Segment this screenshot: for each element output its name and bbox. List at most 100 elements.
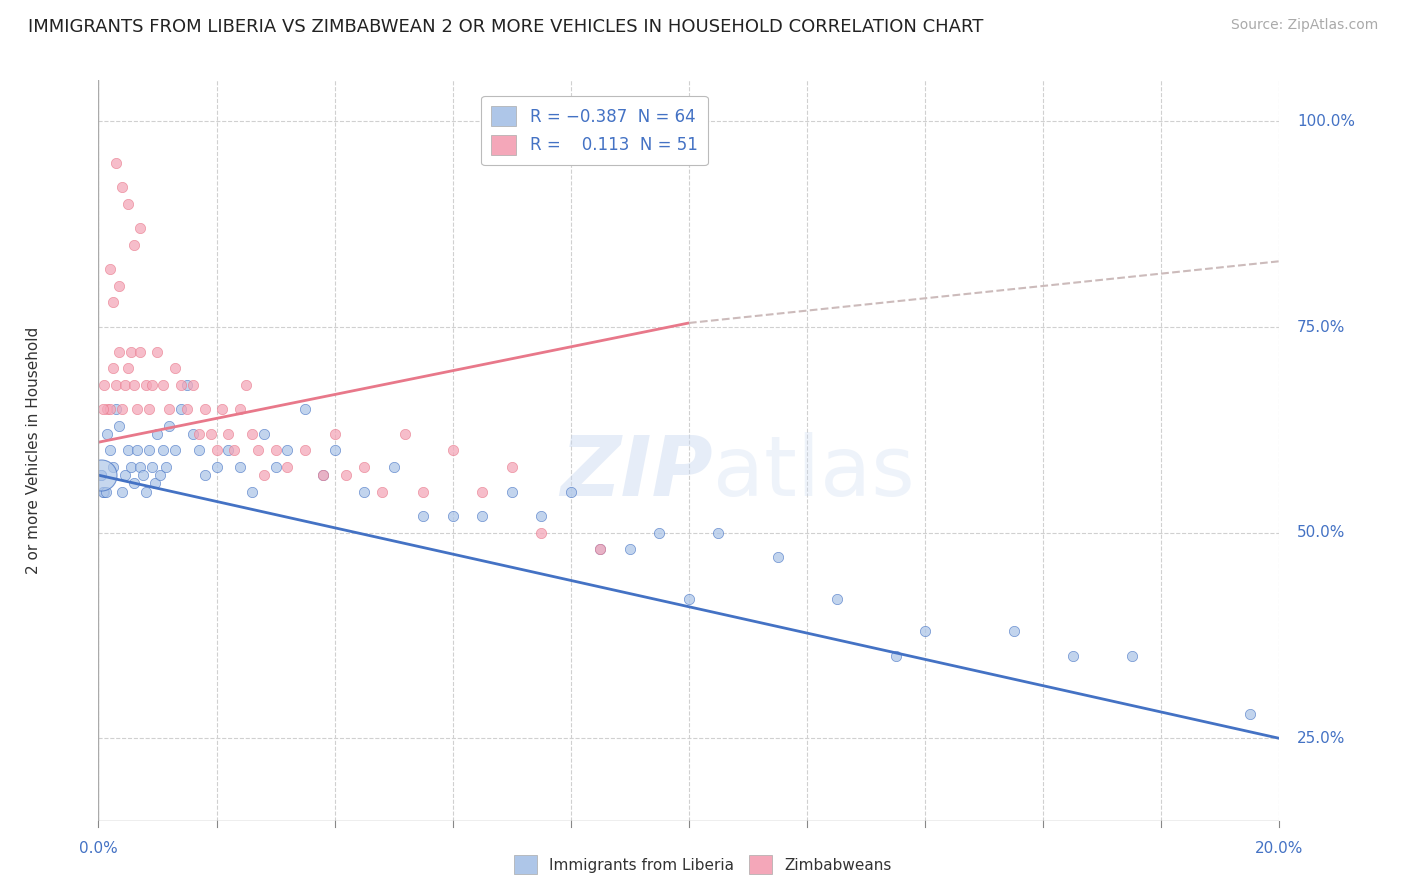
Point bbox=[229, 402, 252, 417]
Point bbox=[323, 443, 346, 458]
Legend: R = −0.387  N = 64, R =    0.113  N = 51: R = −0.387 N = 64, R = 0.113 N = 51 bbox=[481, 96, 707, 165]
Point bbox=[91, 402, 114, 417]
Point bbox=[108, 418, 131, 433]
Point bbox=[294, 443, 316, 458]
Point bbox=[276, 459, 298, 474]
Point bbox=[240, 484, 263, 499]
Text: 20.0%: 20.0% bbox=[1256, 841, 1303, 856]
Point bbox=[246, 443, 269, 458]
Point bbox=[114, 468, 136, 483]
Point bbox=[152, 377, 174, 392]
Point bbox=[264, 459, 287, 474]
Point bbox=[589, 542, 612, 557]
Point bbox=[143, 476, 166, 491]
Text: 75.0%: 75.0% bbox=[1298, 319, 1346, 334]
Point bbox=[181, 427, 204, 442]
Point bbox=[93, 484, 115, 499]
Point bbox=[1121, 649, 1143, 664]
Text: 25.0%: 25.0% bbox=[1298, 731, 1346, 746]
Point bbox=[229, 459, 252, 474]
Point bbox=[648, 525, 671, 540]
Point bbox=[1062, 649, 1084, 664]
Point bbox=[194, 402, 217, 417]
Point bbox=[122, 237, 145, 252]
Point bbox=[312, 468, 335, 483]
Point bbox=[98, 262, 121, 277]
Point bbox=[98, 443, 121, 458]
Point bbox=[200, 427, 222, 442]
Point bbox=[135, 377, 157, 392]
Point bbox=[217, 427, 239, 442]
Point bbox=[412, 509, 434, 524]
Point bbox=[117, 196, 139, 211]
Point bbox=[122, 377, 145, 392]
Point bbox=[125, 402, 148, 417]
Point bbox=[138, 402, 160, 417]
Point bbox=[141, 459, 163, 474]
Point bbox=[530, 509, 553, 524]
Point bbox=[122, 476, 145, 491]
Point bbox=[157, 402, 180, 417]
Point bbox=[111, 180, 134, 194]
Point bbox=[103, 295, 125, 310]
Point bbox=[382, 459, 405, 474]
Point bbox=[707, 525, 730, 540]
Point bbox=[93, 377, 115, 392]
Point bbox=[678, 591, 700, 606]
Point bbox=[138, 443, 160, 458]
Point bbox=[371, 484, 394, 499]
Point bbox=[96, 427, 118, 442]
Point bbox=[530, 525, 553, 540]
Point bbox=[103, 459, 125, 474]
Text: 0.0%: 0.0% bbox=[79, 841, 118, 856]
Point bbox=[176, 377, 198, 392]
Point bbox=[105, 377, 128, 392]
Point bbox=[825, 591, 848, 606]
Point bbox=[90, 468, 112, 483]
Point bbox=[98, 402, 121, 417]
Point bbox=[501, 459, 523, 474]
Point bbox=[1239, 706, 1261, 721]
Point bbox=[353, 484, 375, 499]
Point bbox=[187, 427, 209, 442]
Point bbox=[353, 459, 375, 474]
Point bbox=[128, 459, 150, 474]
Text: 50.0%: 50.0% bbox=[1298, 525, 1346, 541]
Point bbox=[155, 459, 177, 474]
Text: 100.0%: 100.0% bbox=[1298, 114, 1355, 129]
Point bbox=[132, 468, 155, 483]
Point bbox=[224, 443, 246, 458]
Point bbox=[165, 361, 187, 376]
Point bbox=[412, 484, 434, 499]
Point bbox=[103, 361, 125, 376]
Point bbox=[441, 509, 464, 524]
Point bbox=[117, 361, 139, 376]
Point bbox=[501, 484, 523, 499]
Point bbox=[108, 279, 131, 293]
Point bbox=[181, 377, 204, 392]
Point bbox=[240, 427, 263, 442]
Point bbox=[170, 402, 193, 417]
Point bbox=[187, 443, 209, 458]
Point bbox=[205, 459, 228, 474]
Point bbox=[128, 344, 150, 359]
Text: Source: ZipAtlas.com: Source: ZipAtlas.com bbox=[1230, 18, 1378, 32]
Point bbox=[128, 221, 150, 235]
Point bbox=[312, 468, 335, 483]
Point bbox=[90, 468, 112, 483]
Point bbox=[560, 484, 582, 499]
Legend: Immigrants from Liberia, Zimbabweans: Immigrants from Liberia, Zimbabweans bbox=[508, 849, 898, 880]
Point bbox=[253, 468, 276, 483]
Text: atlas: atlas bbox=[713, 432, 914, 513]
Point bbox=[114, 377, 136, 392]
Text: ZIP: ZIP bbox=[560, 432, 713, 513]
Point bbox=[323, 427, 346, 442]
Point bbox=[111, 402, 134, 417]
Point bbox=[91, 484, 114, 499]
Point bbox=[152, 443, 174, 458]
Point bbox=[253, 427, 276, 442]
Point bbox=[471, 484, 494, 499]
Point bbox=[589, 542, 612, 557]
Point bbox=[217, 443, 239, 458]
Point bbox=[111, 484, 134, 499]
